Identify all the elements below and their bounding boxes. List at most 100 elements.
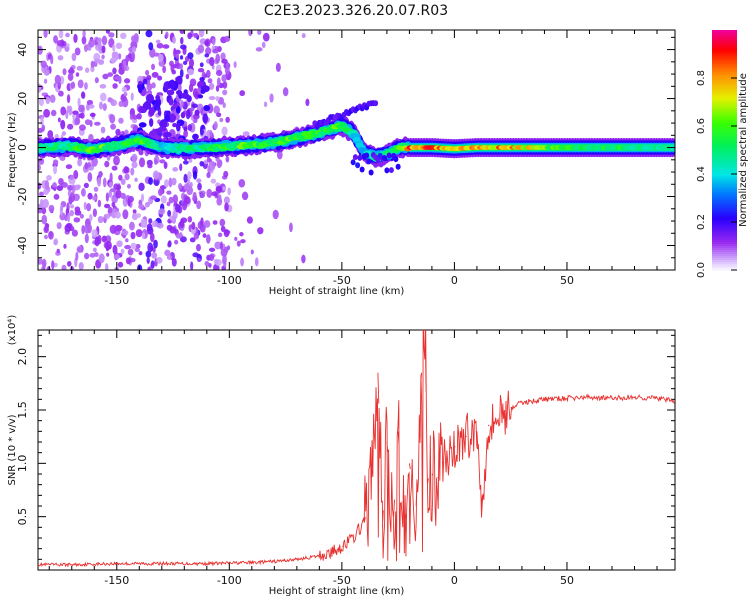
heatmap-cell [156,222,164,229]
colorbar-segment [712,222,737,225]
heatmap-cell [130,231,136,240]
colorbar-segment [712,262,737,265]
heatmap-cell [127,53,132,58]
heatmap-cell [53,165,58,175]
heatmap-cell [210,178,217,184]
colorbar-segment [712,252,737,255]
colorbar-segment [712,230,737,233]
heatmap-cell [203,220,211,228]
heatmap-cell [67,72,74,81]
heatmap-cell [135,213,142,218]
heatmap-cell [125,238,129,243]
heatmap-cell [234,236,238,241]
heatmap-cell [147,242,154,253]
heatmap-cell [224,35,231,42]
colorbar-segment [712,200,737,203]
heatmap-cell [97,40,102,51]
heatmap-cell [115,42,123,49]
colorbar-segment [712,68,737,71]
colorbar-segment [712,154,737,157]
colorbar-segment [712,168,737,171]
snr-y-tick-label: 1.5 [16,401,29,419]
heatmap-cell [68,68,75,75]
snr-y-tick-label: 0.5 [16,508,29,526]
heatmap-cell [71,52,77,62]
colorbar-segment [712,110,737,113]
heatmap-cell [198,30,205,38]
heatmap-cell [123,91,128,97]
colorbar-segment [712,112,737,115]
heatmap-cell [53,35,58,44]
colorbar-segment [712,160,737,163]
heatmap-cell [179,236,187,243]
heatmap-cell [84,162,89,170]
heatmap-cell [138,251,143,256]
heatmap-cell [222,186,226,191]
heatmap-cell [84,233,89,244]
heatmap-cell [166,190,172,195]
heatmap-cell [131,46,137,53]
heatmap-cell [69,204,75,209]
heatmap-cell [49,94,56,103]
heatmap-cell [196,200,202,210]
heatmap-cell [382,155,388,162]
colorbar-segment [712,48,737,51]
heatmap-cell [178,182,183,190]
heatmap-cell [179,219,185,229]
heatmap-cell [164,179,169,188]
heatmap-cell [146,256,150,264]
heatmap-cell [188,58,195,68]
heatmap-cell [163,161,168,169]
colorbar-segment [712,156,737,159]
heatmap-cell [209,253,215,261]
heatmap-cells [38,30,675,270]
heatmap-cell [86,223,93,234]
heatmap-cell [38,163,41,172]
heatmap-cell [175,122,181,132]
heatmap-cell [73,217,81,223]
colorbar-segment [712,264,737,267]
heatmap-cell [204,260,210,267]
snr-y-tick-label: 1.0 [16,455,29,473]
heatmap-cell [208,160,216,171]
heatmap-cell [160,195,167,204]
heatmap-cell [108,32,115,38]
heatmap-cell [172,194,178,204]
heatmap-cell [175,106,181,114]
heatmap-cell [107,72,114,77]
heatmap-cell [275,62,281,72]
heatmap-cell [58,30,64,39]
heatmap-cell [151,100,156,106]
colorbar-segment [712,256,737,259]
heatmap-cell [168,177,173,188]
heatmap-cell [200,107,204,116]
heatmap-cell [187,32,192,40]
heatmap-cell [83,201,87,211]
heatmap-cell [69,192,76,203]
colorbar-segment [712,88,737,91]
heatmap-cell [43,108,51,118]
heatmap-cell [166,201,171,207]
heatmap-cell [101,54,105,60]
heatmap-cell [148,218,153,224]
heatmap-cell [76,247,83,253]
heatmap-cell [48,204,55,213]
heatmap-cell [188,83,194,93]
snr-x-axis-label: Height of straight line (km) [269,586,405,597]
colorbar-segment [712,236,737,239]
heatmap-cell [203,105,211,112]
colorbar-segment [712,148,737,151]
heatmap-cell [52,182,57,188]
heatmap-cell [115,189,122,199]
heatmap-cell [222,81,228,89]
colorbar-segment [712,36,737,39]
heatmap-cell [304,134,313,140]
colorbar-segment [712,212,737,215]
heatmap-cell [289,222,293,233]
heatmap-cell [172,209,178,220]
heatmap-cell [89,112,96,118]
heatmap-cell [172,36,176,44]
heatmap-cell [63,243,67,249]
heatmap-cell [94,236,100,247]
heatmap-cell [166,254,172,260]
